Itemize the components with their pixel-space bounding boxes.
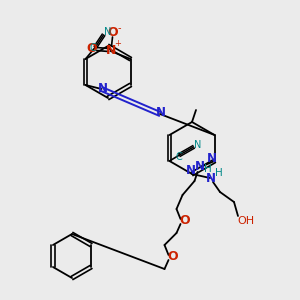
Text: N: N	[186, 164, 196, 178]
Text: OH: OH	[237, 216, 255, 226]
Text: N: N	[98, 82, 107, 94]
Text: N: N	[194, 160, 205, 173]
Text: H: H	[215, 168, 223, 178]
Text: N: N	[206, 172, 216, 184]
Text: N: N	[194, 140, 201, 150]
Text: C: C	[89, 43, 96, 53]
Text: N: N	[104, 27, 111, 37]
Text: C: C	[175, 152, 182, 162]
Text: +: +	[114, 40, 121, 49]
Text: O: O	[179, 214, 190, 227]
Text: N: N	[206, 152, 217, 166]
Text: O: O	[86, 43, 97, 56]
Text: -: -	[118, 23, 121, 33]
Text: H: H	[204, 164, 212, 174]
Text: O: O	[107, 26, 118, 40]
Text: O: O	[167, 250, 178, 263]
Text: N: N	[156, 106, 166, 119]
Text: N: N	[106, 44, 117, 56]
